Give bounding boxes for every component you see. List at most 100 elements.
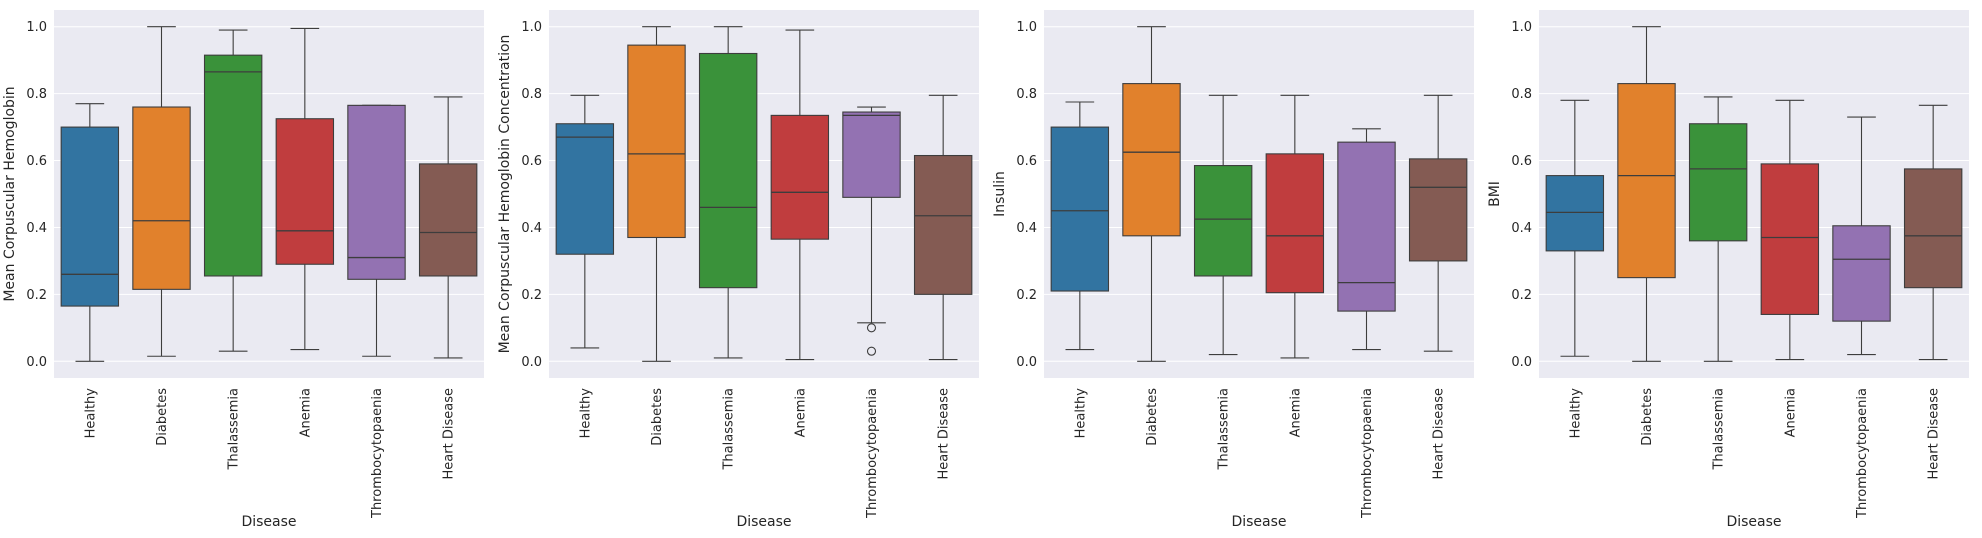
iqr-box <box>203 54 263 277</box>
iqr-box <box>1617 83 1676 279</box>
iqr-box <box>913 154 973 295</box>
x-tick-label: Diabetes <box>1145 388 1160 446</box>
x-axis-label: Disease <box>1231 514 1286 530</box>
y-tick-label: 0.6 <box>521 154 542 169</box>
plot-area <box>1044 10 1474 378</box>
iqr-box <box>627 44 686 239</box>
y-tick-label: 1.0 <box>26 20 47 35</box>
x-tick-label: Diabetes <box>1640 388 1655 446</box>
x-tick-label: Thrombocytopaenia <box>865 388 880 519</box>
box-thalassemia <box>1688 96 1748 362</box>
x-tick-label: Diabetes <box>155 388 170 446</box>
y-tick-label: 0.6 <box>26 154 47 169</box>
x-tick-label: Diabetes <box>650 388 665 446</box>
y-tick-label: 0.6 <box>1511 154 1532 169</box>
x-tick-label: Thalassemia <box>722 388 737 471</box>
y-axis-label: Insulin <box>992 171 1008 217</box>
box-diabetes <box>132 26 191 357</box>
box-diabetes <box>627 26 686 362</box>
iqr-box <box>1760 163 1820 315</box>
iqr-box <box>770 114 830 240</box>
y-tick-label: 1.0 <box>1511 20 1532 35</box>
y-tick-label: 0.8 <box>26 87 47 102</box>
box-diabetes <box>1122 26 1181 362</box>
box-anemia <box>1760 99 1820 361</box>
y-tick-label: 0.2 <box>521 288 542 303</box>
iqr-box <box>1408 158 1468 262</box>
y-tick-label: 0.0 <box>1511 355 1532 370</box>
x-tick-label: Heart Disease <box>1927 388 1942 479</box>
x-tick-label: Healthy <box>83 388 98 439</box>
outlier-point <box>866 323 877 333</box>
box-thrombocytopaenia <box>842 106 901 356</box>
box-anemia <box>275 27 335 351</box>
box-thrombocytopaenia <box>1832 116 1891 356</box>
panel-2: 0.0 0.2 0.4 0.6 0.8 1.0 Healthy Diabetes Thalass… <box>497 10 979 530</box>
x-tick-label: Healthy <box>1073 388 1088 439</box>
iqr-box <box>1050 126 1110 292</box>
box-thalassemia <box>1193 94 1253 356</box>
box-heart-disease <box>913 94 973 361</box>
panel-3: 0.0 0.2 0.4 0.6 0.8 1.0 Healthy Diabetes Thalass… <box>992 10 1474 530</box>
x-tick-label: Anemia <box>793 388 808 437</box>
x-tick-label: Anemia <box>1288 388 1303 437</box>
y-tick-label: 0.6 <box>1016 154 1037 169</box>
y-axis-label: Mean Corpuscular Hemoglobin <box>2 86 18 301</box>
panel-4: 0.0 0.2 0.4 0.6 0.8 1.0 Healthy Diabetes Thalass… <box>1487 10 1969 530</box>
box-anemia <box>1265 94 1325 359</box>
y-axis-label: BMI <box>1487 181 1503 207</box>
box-anemia <box>770 29 830 361</box>
iqr-box <box>555 123 615 255</box>
y-tick-label: 0.8 <box>521 87 542 102</box>
iqr-box <box>132 106 191 290</box>
box-healthy <box>1050 101 1110 351</box>
x-tick-label: Thalassemia <box>1712 388 1727 471</box>
y-tick-label: 0.2 <box>1511 288 1532 303</box>
iqr-box <box>1337 141 1396 312</box>
x-tick-label: Thrombocytopaenia <box>1360 388 1375 519</box>
x-tick-label: Anemia <box>298 388 313 437</box>
box-thalassemia <box>698 26 758 359</box>
box-heart-disease <box>1408 94 1468 352</box>
box-heart-disease <box>418 96 478 359</box>
iqr-box <box>1265 153 1325 294</box>
iqr-box <box>418 163 478 277</box>
y-tick-label: 1.0 <box>521 20 542 35</box>
x-tick-label: Healthy <box>1568 388 1583 439</box>
x-axis-label: Disease <box>241 514 296 530</box>
box-healthy <box>1545 99 1605 357</box>
box-healthy <box>60 103 120 362</box>
y-tick-label: 0.8 <box>1016 87 1037 102</box>
y-tick-label: 0.4 <box>1511 221 1532 236</box>
iqr-box <box>1122 83 1181 237</box>
y-tick-label: 0.0 <box>1016 355 1037 370</box>
y-tick-label: 0.4 <box>1016 221 1037 236</box>
x-tick-label: Thalassemia <box>1217 388 1232 471</box>
iqr-box <box>842 111 901 198</box>
y-tick-label: 0.4 <box>521 221 542 236</box>
x-axis-label: Disease <box>1726 514 1781 530</box>
y-tick-label: 0.8 <box>1511 87 1532 102</box>
y-tick-label: 0.4 <box>26 221 47 236</box>
iqr-box <box>1193 165 1253 277</box>
y-tick-label: 1.0 <box>1016 20 1037 35</box>
x-tick-label: Thalassemia <box>227 388 242 471</box>
iqr-box <box>1688 123 1748 242</box>
box-diabetes <box>1617 26 1676 362</box>
x-tick-label: Heart Disease <box>442 388 457 479</box>
iqr-box <box>1832 225 1891 322</box>
x-tick-label: Thrombocytopaenia <box>1855 388 1870 519</box>
x-tick-label: Healthy <box>578 388 593 439</box>
x-axis-label: Disease <box>736 514 791 530</box>
box-heart-disease <box>1903 104 1963 361</box>
panel-1: 0.0 0.2 0.4 0.6 0.8 1.0 Healthy Diabetes Thalass… <box>2 10 484 530</box>
iqr-box <box>698 52 758 289</box>
x-tick-label: Anemia <box>1783 388 1798 437</box>
y-axis-label: Mean Corpuscular Hemoglobin Concentratio… <box>497 35 513 354</box>
box-healthy <box>555 94 615 349</box>
plot-area <box>1539 10 1969 378</box>
iqr-box <box>275 118 335 265</box>
iqr-box <box>1545 175 1605 252</box>
outlier-point <box>866 346 877 356</box>
